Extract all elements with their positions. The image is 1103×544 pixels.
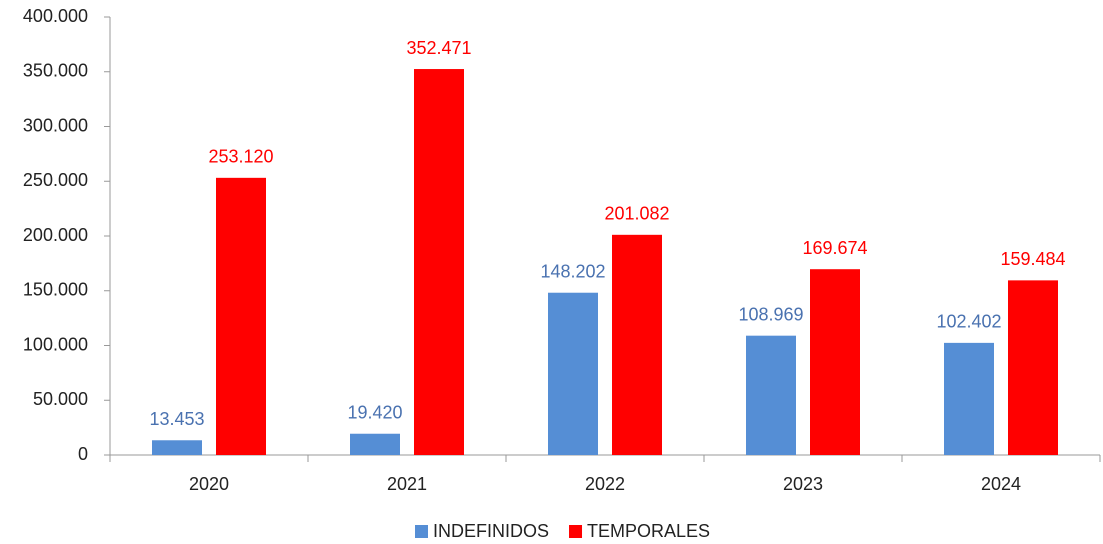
y-tick-label: 100.000 — [23, 334, 88, 354]
bar — [810, 269, 860, 455]
data-label: 19.420 — [347, 402, 402, 422]
bar — [944, 342, 994, 455]
bar — [216, 177, 266, 455]
legend-label: TEMPORALES — [587, 521, 710, 541]
data-label: 108.969 — [738, 304, 803, 324]
bar — [612, 234, 662, 455]
y-tick-label: 150.000 — [23, 280, 88, 300]
bar — [152, 440, 202, 455]
legend-swatch — [569, 525, 583, 538]
data-label: 169.674 — [802, 238, 867, 258]
bar — [414, 69, 464, 456]
bar — [1008, 280, 1058, 455]
data-label: 13.453 — [149, 409, 204, 429]
legend-label: INDEFINIDOS — [433, 521, 549, 541]
x-tick-label: 2023 — [783, 474, 823, 494]
data-label: 102.402 — [936, 312, 1001, 332]
data-label: 159.484 — [1000, 249, 1065, 269]
data-label: 201.082 — [604, 204, 669, 224]
y-tick-label: 400.000 — [23, 6, 88, 26]
x-tick-label: 2024 — [981, 474, 1021, 494]
x-tick-label: 2022 — [585, 474, 625, 494]
y-tick-label: 300.000 — [23, 115, 88, 135]
y-tick-label: 50.000 — [33, 389, 88, 409]
data-label: 253.120 — [208, 147, 273, 167]
bar — [548, 292, 598, 455]
y-tick-label: 250.000 — [23, 170, 88, 190]
bar — [350, 433, 400, 455]
x-tick-label: 2020 — [189, 474, 229, 494]
bar — [746, 335, 796, 455]
x-tick-label: 2021 — [387, 474, 427, 494]
data-label: 148.202 — [540, 261, 605, 281]
y-tick-label: 0 — [78, 444, 88, 464]
data-label: 352.471 — [406, 38, 471, 58]
y-tick-label: 350.000 — [23, 61, 88, 81]
y-tick-label: 200.000 — [23, 225, 88, 245]
legend-swatch — [415, 525, 428, 538]
